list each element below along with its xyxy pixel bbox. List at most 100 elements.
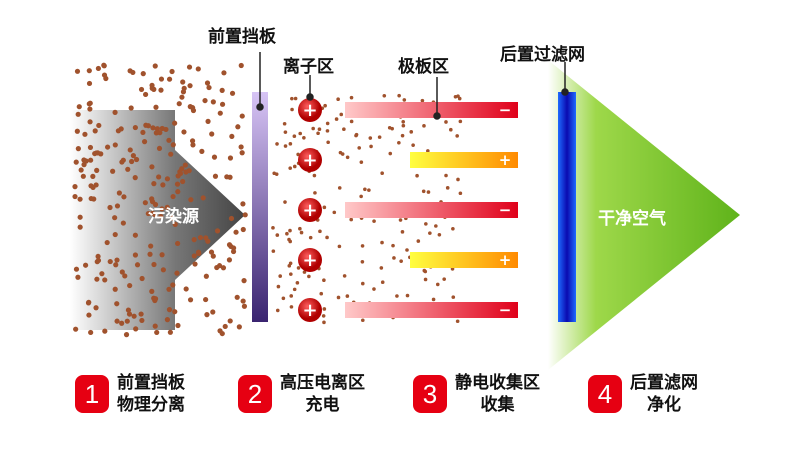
dust-particle: [360, 244, 365, 248]
dust-particle: [214, 228, 221, 234]
dust-particle: [336, 295, 341, 300]
dust-particle: [405, 293, 410, 298]
dust-particle: [372, 287, 376, 291]
dust-particle: [405, 248, 409, 252]
dust-particle: [388, 151, 393, 156]
dust-particle: [395, 294, 399, 298]
front-baffle: [252, 92, 268, 322]
dust-particle: [325, 235, 329, 240]
dust-particle: [78, 167, 84, 173]
dust-particle: [96, 122, 102, 129]
dust-particle: [152, 63, 158, 69]
dust-particle: [421, 189, 426, 194]
dust-particle: [190, 107, 197, 114]
dust-particle: [87, 119, 93, 125]
dust-particle: [154, 126, 160, 132]
dust-particle: [132, 124, 138, 131]
dust-particle: [445, 186, 450, 190]
dust-particle: [114, 318, 120, 324]
ion-plus-symbol: +: [302, 250, 317, 271]
dust-particle: [176, 101, 182, 107]
dust-particle: [114, 203, 121, 209]
dust-particle: [95, 150, 101, 156]
dust-particle: [316, 131, 320, 136]
dust-particle: [93, 305, 99, 311]
dust-particle: [169, 68, 175, 75]
dust-particle: [81, 157, 87, 163]
dust-particle: [200, 195, 206, 201]
dust-particle: [239, 150, 245, 156]
dust-particle: [271, 249, 276, 253]
dust-particle: [76, 104, 82, 110]
dust-particle: [172, 120, 178, 126]
dust-particle: [401, 123, 406, 128]
dust-particle: [359, 194, 363, 199]
dust-particle: [123, 332, 130, 338]
dust-particle: [110, 168, 116, 174]
dust-particle: [240, 298, 246, 304]
ion-plus-symbol: +: [302, 100, 317, 121]
rear-filter-label: 后置过滤网: [500, 45, 585, 65]
dust-particle: [242, 212, 248, 218]
dust-particle: [296, 266, 301, 270]
dust-particle: [360, 318, 365, 323]
ion-emitter: +: [298, 248, 322, 272]
dust-particle: [125, 307, 132, 313]
dust-particle: [120, 220, 126, 226]
dust-particle: [175, 189, 181, 195]
dust-particle: [367, 188, 371, 192]
dust-particle: [188, 197, 194, 203]
dust-particle: [322, 320, 326, 325]
dust-particle: [308, 235, 313, 240]
dust-particle: [228, 215, 235, 222]
dust-particle: [283, 144, 288, 148]
dust-particle: [95, 65, 102, 72]
dust-particle: [380, 171, 384, 176]
dust-particle: [132, 175, 138, 181]
dust-particle: [203, 235, 209, 241]
dust-particle: [99, 271, 105, 277]
dust-particle: [278, 274, 283, 278]
dust-particle: [426, 149, 430, 153]
dust-particle: [271, 226, 275, 230]
dust-particle: [322, 205, 327, 210]
dust-particle: [219, 101, 226, 107]
dust-particle: [119, 320, 125, 326]
dust-particle: [88, 157, 94, 163]
dust-particle: [152, 201, 159, 208]
dust-particle: [288, 142, 293, 146]
dust-particle: [138, 86, 145, 93]
dust-particle: [153, 130, 159, 136]
dust-particle: [451, 226, 455, 231]
dust-particle: [453, 94, 458, 99]
dust-particle: [387, 125, 392, 130]
dust-particle: [156, 145, 163, 152]
dust-particle: [360, 281, 365, 286]
dust-particle: [208, 249, 215, 255]
dust-particle: [114, 257, 120, 263]
dust-particle: [149, 85, 155, 91]
dust-particle: [126, 311, 133, 317]
dust-particle: [368, 136, 373, 140]
dust-particle: [285, 231, 289, 236]
step-number-badge: 3: [413, 375, 447, 413]
dust-particle: [156, 174, 162, 180]
dust-particle: [221, 70, 227, 76]
dust-particle: [112, 215, 118, 221]
plate-sign: +: [499, 151, 512, 169]
dust-particle: [302, 136, 306, 140]
dust-particle: [180, 79, 186, 85]
dust-particle: [420, 98, 425, 103]
dust-particle: [149, 210, 156, 216]
dust-particle: [202, 97, 208, 104]
dust-particle: [345, 294, 350, 298]
dust-particle: [112, 142, 118, 148]
dust-particle: [101, 63, 107, 69]
dust-particle: [119, 269, 125, 275]
dust-particle: [175, 322, 181, 329]
dust-particle: [88, 329, 94, 336]
negative-plate: −: [345, 301, 518, 319]
dust-particle: [160, 182, 166, 188]
dust-particle: [349, 95, 354, 100]
pollution-source-label: 污染源: [148, 207, 199, 227]
